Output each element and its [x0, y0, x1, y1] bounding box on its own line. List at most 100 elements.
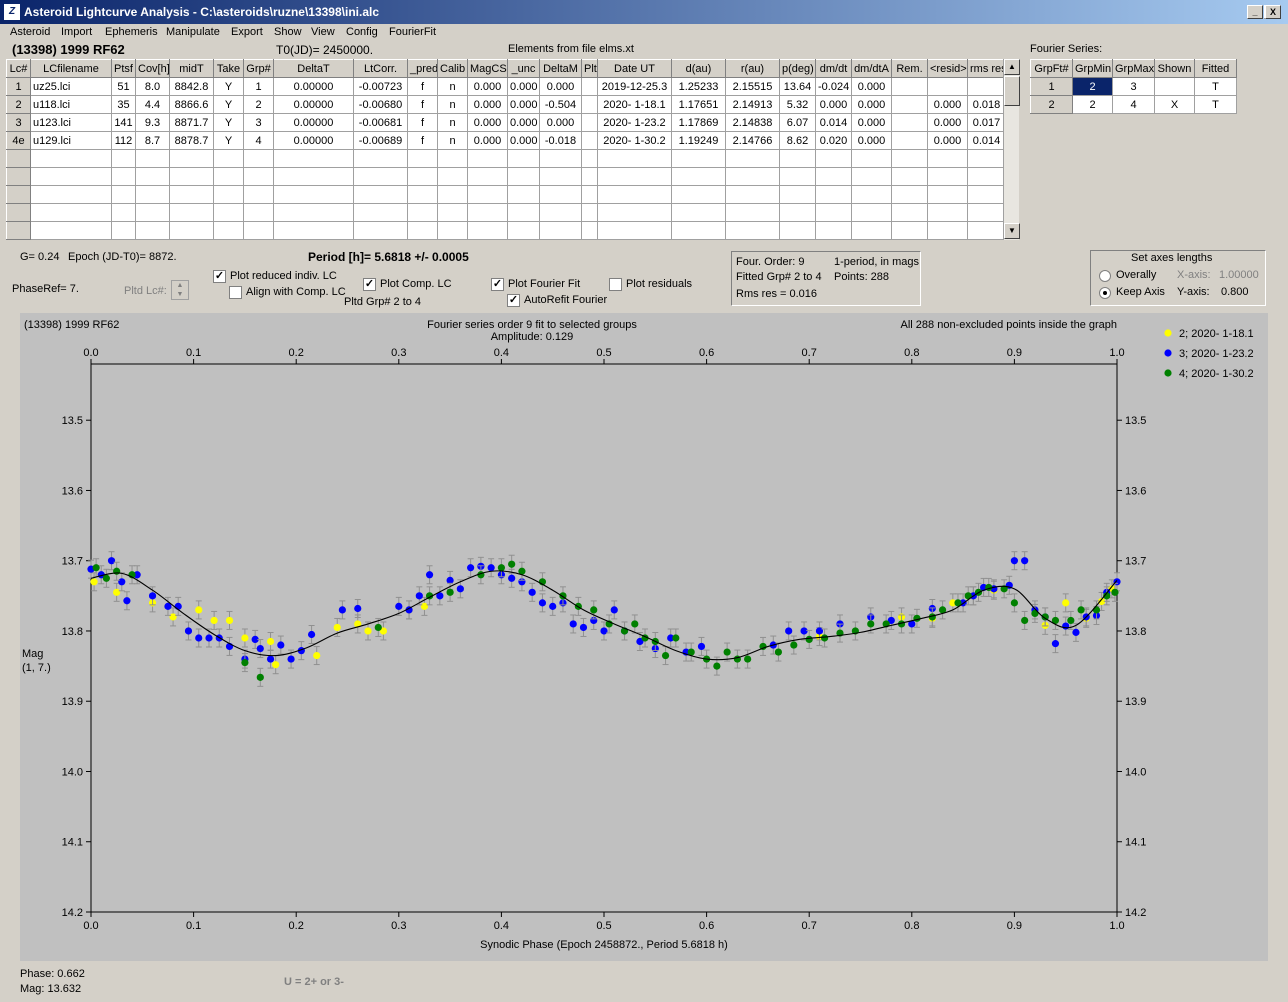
fourier-col-header[interactable]: Shown [1154, 59, 1195, 78]
lc-col-header[interactable]: DeltaM [539, 59, 582, 78]
empty-table-row[interactable] [6, 149, 1006, 168]
table-cell[interactable]: 8.62 [779, 131, 816, 150]
table-cell[interactable]: 0.000 [539, 113, 582, 132]
table-cell[interactable]: 1.19249 [671, 131, 726, 150]
table-cell[interactable]: 0.020 [815, 131, 852, 150]
plot-comp-checkbox[interactable]: ✓ [363, 278, 376, 291]
table-cell[interactable] [30, 185, 112, 204]
table-cell[interactable] [467, 203, 508, 222]
table-cell[interactable] [671, 185, 726, 204]
table-cell[interactable]: Y [213, 113, 244, 132]
align-comp-checkbox[interactable] [229, 286, 242, 299]
table-cell[interactable] [597, 185, 672, 204]
table-cell[interactable]: 1 [6, 77, 31, 96]
table-cell[interactable] [169, 203, 214, 222]
table-cell[interactable]: 2.14766 [725, 131, 780, 150]
table-cell[interactable]: uz25.lci [30, 77, 112, 96]
table-cell[interactable] [779, 185, 816, 204]
table-cell[interactable]: 0.000 [467, 77, 508, 96]
y-axis-value[interactable]: 0.800 [1221, 286, 1249, 298]
table-cell[interactable]: u129.lci [30, 131, 112, 150]
table-cell[interactable]: -0.504 [539, 95, 582, 114]
table-cell[interactable]: n [437, 77, 468, 96]
table-cell[interactable] [273, 221, 354, 240]
table-cell[interactable]: 0.000 [507, 113, 540, 132]
pltd-lc-spinner[interactable]: ▲ ▼ [171, 280, 189, 300]
table-cell[interactable]: 4e [6, 131, 31, 150]
table-cell[interactable] [437, 203, 468, 222]
scroll-thumb[interactable] [1004, 76, 1020, 106]
table-cell[interactable] [967, 167, 1006, 186]
table-cell[interactable] [779, 149, 816, 168]
table-row[interactable]: 4e u129.lci 112 8.7 8878.7 Y 4 0.00000 -0.00689 f… [6, 131, 1006, 150]
table-cell[interactable] [169, 167, 214, 186]
table-cell[interactable] [353, 203, 408, 222]
table-cell[interactable] [725, 221, 780, 240]
table-cell[interactable]: 9.3 [135, 113, 170, 132]
table-cell[interactable]: 0.000 [467, 113, 508, 132]
table-cell[interactable] [407, 167, 438, 186]
table-cell[interactable] [539, 149, 582, 168]
table-cell[interactable]: 1.25233 [671, 77, 726, 96]
table-cell[interactable]: 0.000 [851, 95, 892, 114]
table-row[interactable]: 3 u123.lci 141 9.3 8871.7 Y 3 0.00000 -0.00681 f n… [6, 113, 1006, 132]
table-cell[interactable] [815, 167, 852, 186]
table-cell[interactable]: n [437, 113, 468, 132]
lc-col-header[interactable]: Calib [437, 59, 468, 78]
table-cell[interactable] [967, 185, 1006, 204]
lc-col-header[interactable]: LtCorr. [353, 59, 408, 78]
fourier-cell[interactable]: T [1194, 77, 1237, 96]
table-cell[interactable] [169, 149, 214, 168]
table-cell[interactable] [891, 77, 928, 96]
table-cell[interactable] [927, 77, 968, 96]
table-cell[interactable]: 2020- 1-18.1 [597, 95, 672, 114]
table-cell[interactable]: 0.000 [507, 77, 540, 96]
menu-config[interactable]: Config [346, 26, 378, 38]
table-cell[interactable]: Y [213, 77, 244, 96]
menu-import[interactable]: Import [61, 26, 93, 38]
app-icon[interactable]: Z [4, 4, 20, 20]
lc-col-header[interactable]: MagCS [467, 59, 508, 78]
table-cell[interactable]: 2.14838 [725, 113, 780, 132]
table-cell[interactable] [851, 149, 892, 168]
lc-col-header[interactable]: Plt [581, 59, 598, 78]
table-cell[interactable] [815, 185, 852, 204]
table-cell[interactable] [135, 149, 170, 168]
table-cell[interactable] [581, 149, 598, 168]
table-cell[interactable]: 0.000 [815, 95, 852, 114]
table-cell[interactable] [135, 167, 170, 186]
table-cell[interactable] [891, 185, 928, 204]
table-cell[interactable] [507, 203, 540, 222]
table-cell[interactable] [467, 167, 508, 186]
table-cell[interactable]: 8.0 [135, 77, 170, 96]
table-cell[interactable] [967, 77, 1006, 96]
minimize-button[interactable]: _ [1247, 5, 1263, 19]
lc-col-header[interactable]: rms res [967, 59, 1006, 78]
table-cell[interactable]: 141 [111, 113, 136, 132]
lc-col-header[interactable]: dm/dt [815, 59, 852, 78]
lc-col-header[interactable]: Lc# [6, 59, 31, 78]
table-cell[interactable]: 0.017 [967, 113, 1006, 132]
table-cell[interactable] [779, 167, 816, 186]
scroll-up-icon[interactable]: ▲ [1004, 59, 1020, 75]
table-cell[interactable] [539, 221, 582, 240]
table-cell[interactable]: Y [213, 95, 244, 114]
table-cell[interactable] [135, 203, 170, 222]
table-cell[interactable] [273, 203, 354, 222]
table-cell[interactable] [30, 149, 112, 168]
lightcurve-chart[interactable]: 0.0 0.0 0.1 0.1 0.2 0.2 0.3 0.3 0.4 0.4 0.5 0.5 0.6 0… [20, 313, 1268, 961]
table-cell[interactable]: 0.000 [539, 77, 582, 96]
table-cell[interactable] [851, 203, 892, 222]
table-cell[interactable] [891, 131, 928, 150]
table-cell[interactable] [6, 149, 31, 168]
table-cell[interactable]: 3 [6, 113, 31, 132]
fourier-cell[interactable] [1154, 77, 1195, 96]
empty-table-row[interactable] [6, 185, 1006, 204]
lc-col-header[interactable]: r(au) [725, 59, 780, 78]
table-cell[interactable] [725, 167, 780, 186]
table-cell[interactable] [111, 203, 136, 222]
table-cell[interactable] [111, 167, 136, 186]
table-cell[interactable] [927, 185, 968, 204]
lightcurve-table[interactable]: Lc# LCfilename Ptsf Cov[h] midT Take Grp# Delta… [6, 59, 1006, 240]
fourier-col-header[interactable]: Fitted [1194, 59, 1237, 78]
